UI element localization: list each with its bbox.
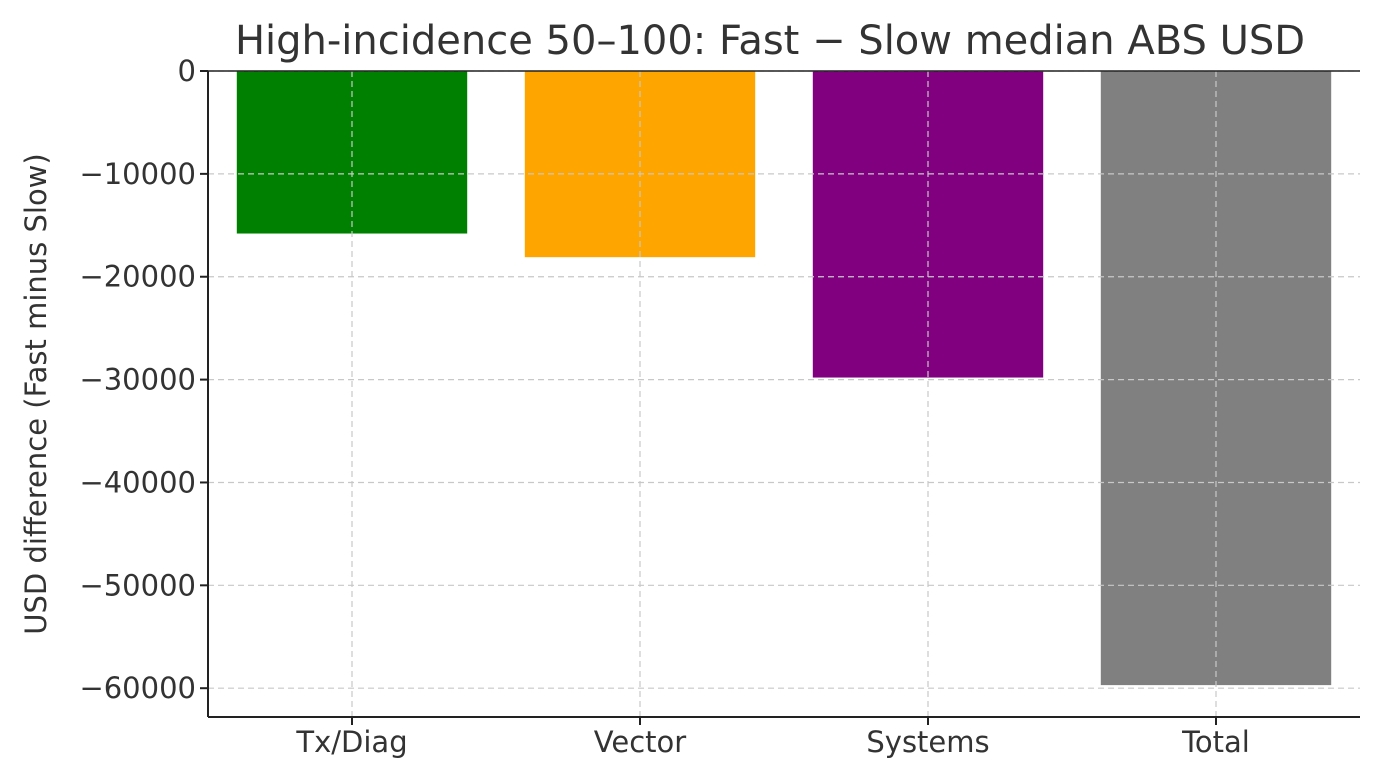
x-tick-label: Total <box>1181 725 1250 759</box>
y-tick-label: −10000 <box>79 157 196 191</box>
bars <box>236 71 1332 686</box>
axes <box>200 70 1360 725</box>
x-tick-label: Vector <box>594 725 686 759</box>
y-tick-label: −20000 <box>79 260 196 294</box>
y-tick-label: −60000 <box>79 671 196 705</box>
tick-labels: 0 −10000 −20000 −30000 −40000 −50000 −60000 Tx/… <box>79 54 1249 759</box>
y-tick-label: −40000 <box>79 465 196 499</box>
y-tick-label: 0 <box>178 54 196 88</box>
y-tick-label: −30000 <box>79 363 196 397</box>
x-tick-label: Systems <box>866 725 989 759</box>
y-tick-label: −50000 <box>79 568 196 602</box>
chart-title: High-incidence 50–100: Fast − Slow media… <box>235 18 1305 64</box>
x-tick-label: Tx/Diag <box>295 725 407 759</box>
y-axis-label: USD difference (Fast minus Slow) <box>19 153 53 634</box>
